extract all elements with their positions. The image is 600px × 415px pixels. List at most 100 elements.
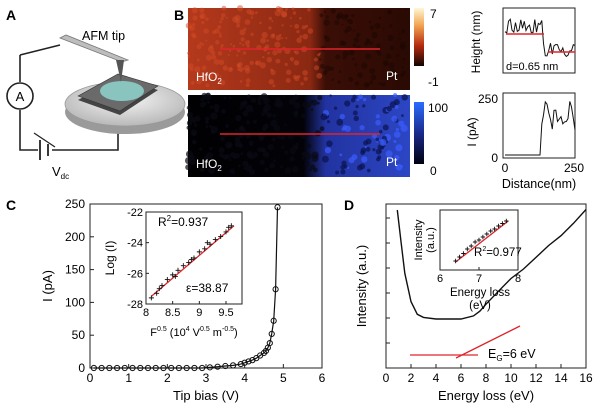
height-map-grain: [402, 58, 406, 61]
c-data-point: [98, 364, 105, 372]
height-map-grain: [325, 15, 329, 19]
height-map-grain: [285, 69, 292, 75]
current-map-grain: [252, 152, 258, 158]
height-map-grain: [350, 21, 353, 24]
height-map-grain: [323, 19, 330, 26]
current-map-grain: [198, 147, 203, 151]
height-map-grain: [228, 49, 232, 52]
height-map-grain: [268, 16, 273, 21]
height-map-grain: [316, 72, 323, 79]
c-data-points: [90, 204, 281, 372]
c-inset-point: [226, 224, 232, 230]
c-inset-ytick-label: -22: [127, 207, 143, 219]
d-inset-r2: R2=0.977: [474, 246, 522, 259]
current-map-grain: [221, 108, 226, 114]
height-map-grain: [205, 54, 213, 61]
current-map-pt-label: Pt: [386, 155, 398, 169]
current-map-grain: [272, 113, 277, 118]
height-map-grain: [387, 34, 394, 42]
height-map-grain: [366, 39, 370, 43]
c-inset-point: [170, 272, 176, 278]
current-map-grain: [360, 150, 366, 156]
height-map-grain: [222, 65, 228, 71]
sample-film: [100, 81, 144, 101]
height-map-grain: [342, 50, 349, 58]
c-data-point: [229, 362, 237, 369]
c-data-point: [272, 286, 279, 293]
current-map-grain: [355, 104, 359, 109]
height-map-grain: [296, 74, 301, 79]
height-profile-line: [504, 18, 576, 58]
height-map-grain: [220, 46, 223, 49]
current-map-grain: [204, 155, 209, 160]
current-colorbar-max: 100: [428, 101, 448, 115]
current-map-grain: [274, 101, 281, 108]
height-map-grain: [245, 83, 250, 88]
height-map-grain: [338, 70, 342, 73]
height-map-grain: [261, 31, 268, 39]
current-map-grain: [344, 100, 351, 107]
current-map-grain: [234, 136, 241, 142]
current-map-grain: [271, 137, 276, 142]
height-map-grain: [307, 28, 314, 34]
height-map-grain: [229, 43, 233, 46]
height-map-grain: [369, 25, 375, 30]
variable-arrow: [33, 132, 56, 148]
c-data-point: [199, 364, 206, 372]
height-map-grain: [294, 50, 299, 55]
height-map-grain: [239, 29, 246, 36]
c-inset-ytick-label: -26: [127, 268, 143, 280]
current-map-grain: [365, 138, 372, 145]
c-inset-xtick-label: 9: [196, 307, 202, 319]
current-map-grain: [185, 164, 191, 171]
height-map-grain: [268, 79, 275, 85]
current-map-grain: [301, 156, 304, 160]
current-map-grain: [375, 148, 382, 155]
height-map-grain: [229, 67, 233, 71]
height-map-grain: [293, 60, 300, 66]
height-map-grain: [244, 19, 251, 25]
current-map-grain: [352, 110, 358, 116]
height-map-grain: [366, 83, 369, 86]
current-map-grain: [304, 152, 312, 160]
height-map-grain: [313, 65, 320, 71]
current-profile-axes: [502, 92, 576, 159]
height-map-grain: [240, 37, 245, 42]
c-data-point: [262, 347, 270, 355]
c-ytick-label: 250: [65, 197, 85, 211]
height-map-grain: [354, 63, 358, 67]
height-map-grain: [271, 33, 276, 37]
current-map-grain: [375, 114, 380, 119]
current-map-grain: [242, 100, 248, 105]
height-colorbar-max: 7: [430, 7, 437, 21]
current-map-grain: [293, 94, 299, 100]
height-map-grain: [324, 10, 327, 13]
current-map-grain: [223, 96, 227, 100]
height-map-grain: [378, 16, 382, 20]
d-inset-point: [492, 226, 497, 232]
c-data-point: [245, 358, 252, 365]
c-inset-point: [223, 229, 229, 235]
height-map-grain: [378, 82, 382, 85]
height-map-grain: [217, 24, 222, 30]
current-map-grain: [260, 93, 268, 101]
c-inset-ytick-label: -24: [127, 238, 143, 250]
height-map-grain: [217, 51, 223, 56]
c-data-point: [129, 364, 136, 372]
d-eels-spectrum: [396, 209, 587, 320]
current-map-grain: [341, 160, 347, 166]
height-map-grain: [201, 65, 207, 71]
distance-xtick-max: 250: [564, 161, 584, 175]
current-map-grain: [246, 94, 251, 99]
height-map-grain: [385, 53, 392, 60]
current-colorbar: [414, 102, 424, 164]
current-map-grain: [365, 146, 371, 152]
height-map-grain: [303, 76, 308, 81]
d-xtick-label: 10: [504, 371, 518, 385]
height-map-grain: [196, 44, 202, 50]
current-map-grain: [227, 143, 232, 148]
height-map-grain: [187, 55, 191, 58]
current-map-grain: [186, 120, 193, 126]
d-bandgap-annotation: EG=6 eV: [488, 347, 536, 363]
height-map-grain: [262, 55, 265, 59]
